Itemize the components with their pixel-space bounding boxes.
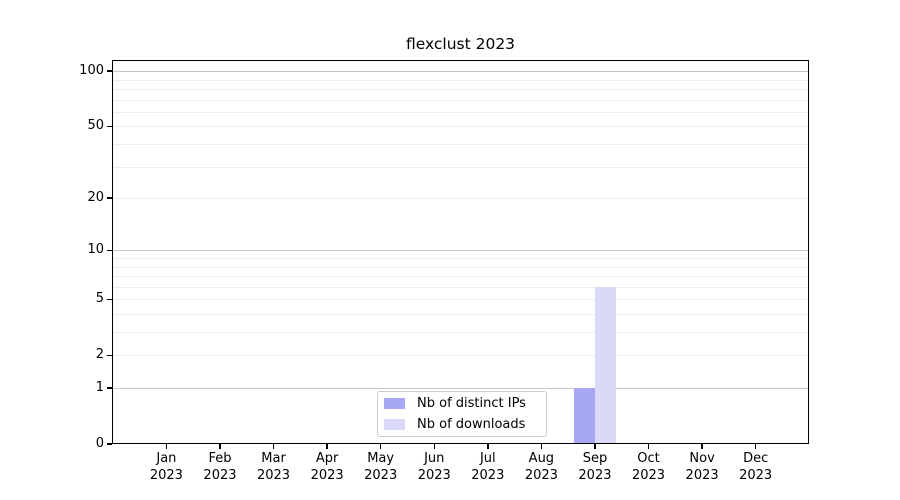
chart-title: flexclust 2023 (405, 35, 516, 53)
legend-label: Nb of distinct IPs (417, 396, 526, 411)
x-tick-label-line: 2023 (739, 467, 773, 483)
x-tick (272, 444, 275, 449)
x-tick (594, 444, 596, 449)
gridline-minor (113, 166, 808, 168)
legend: Nb of distinct IPs Nb of downloads (377, 391, 547, 437)
gridline-minor (113, 332, 808, 333)
y-tick-label: 50 (87, 118, 104, 134)
y-tick-label: 5 (95, 291, 104, 307)
x-tick-label-line: Mar (261, 451, 286, 466)
bar-nb-of-distinct-ips (573, 388, 595, 444)
x-tick-label-line: Feb (208, 451, 232, 466)
y-tick-label: 20 (87, 190, 104, 206)
gridline-minor (113, 198, 808, 200)
y-tick (107, 197, 112, 199)
x-tick-label: Jun 2023 (403, 451, 465, 484)
x-tick (379, 444, 382, 449)
legend-swatch (384, 419, 405, 430)
x-tick-label: Oct 2023 (618, 451, 680, 484)
gridline-minor (113, 144, 808, 145)
x-tick-label-line: 2023 (417, 467, 451, 483)
legend-swatch (384, 398, 405, 409)
x-tick-label: Aug 2023 (510, 451, 572, 484)
x-tick-label-line: 2023 (578, 467, 612, 483)
x-tick (487, 444, 489, 449)
gridline-minor (113, 79, 808, 81)
x-tick-label-line: Dec (743, 451, 769, 466)
gridline-minor (113, 276, 808, 278)
x-tick-label-line: 2023 (524, 467, 558, 483)
y-tick (107, 298, 112, 300)
gridline-major (113, 250, 808, 252)
x-tick-label-line: Jan (156, 451, 177, 466)
x-tick-label-line: 2023 (364, 467, 398, 483)
x-tick-label: Jul 2023 (457, 451, 519, 484)
y-tick (107, 354, 112, 356)
x-tick-label-line: 2023 (685, 467, 719, 483)
gridline-minor (113, 266, 808, 268)
x-tick-label: Nov 2023 (671, 451, 733, 484)
gridline-minor (113, 99, 808, 101)
x-tick-label-line: Jul (479, 451, 496, 466)
x-tick-label: Apr 2023 (296, 451, 358, 484)
y-tick (107, 249, 112, 251)
x-tick-label-line: Aug (528, 451, 555, 466)
gridline-major (113, 388, 808, 389)
y-tick-label: 0 (95, 436, 104, 451)
x-tick-label-line: 2023 (631, 467, 666, 483)
x-tick (326, 444, 328, 449)
x-tick (540, 444, 543, 449)
gridline-minor (113, 313, 808, 315)
gridline-minor (113, 126, 808, 128)
legend-item: Nb of distinct IPs (384, 393, 546, 414)
y-tick-label: 10 (87, 242, 104, 258)
x-tick-label: Jan 2023 (135, 451, 197, 484)
x-tick (433, 444, 435, 449)
gridline-minor (113, 286, 808, 288)
x-tick-label-line: 2023 (149, 467, 183, 483)
y-tick (107, 70, 112, 72)
x-tick-label-line: 2023 (310, 467, 344, 483)
x-tick-label: Feb 2023 (189, 451, 251, 484)
y-tick-label: 100 (79, 63, 104, 79)
gridline-minor (113, 355, 808, 357)
x-tick-label-line: Sep (582, 451, 608, 466)
y-tick (107, 125, 112, 128)
x-tick-label-line: Oct (637, 451, 660, 466)
x-tick-label: Sep 2023 (564, 451, 626, 484)
bar-nb-of-downloads (594, 286, 617, 444)
x-tick (754, 444, 757, 449)
x-tick-label-line: 2023 (256, 467, 291, 483)
x-tick (647, 444, 650, 449)
x-tick-label-line: 2023 (203, 467, 237, 483)
gridline-minor (113, 257, 808, 259)
x-tick-label-line: Jun (424, 451, 445, 466)
x-tick-label-line: Apr (315, 451, 339, 466)
x-tick-label-line: May (367, 451, 395, 466)
y-tick (107, 443, 112, 445)
x-tick-label-line: 2023 (471, 467, 505, 483)
gridline-minor (113, 89, 808, 90)
gridline-minor (113, 111, 808, 113)
x-tick (701, 444, 703, 449)
y-tick-label: 2 (95, 347, 104, 363)
x-tick-label: Dec 2023 (725, 451, 787, 484)
x-tick (219, 444, 221, 449)
y-tick (107, 387, 112, 389)
x-tick-label-line: Nov (689, 451, 715, 466)
x-tick-label: Mar 2023 (243, 451, 305, 484)
x-tick (165, 444, 168, 449)
y-tick-label: 1 (95, 380, 104, 395)
gridline-major (113, 71, 808, 73)
plot-frame (112, 60, 809, 444)
x-tick-label: May 2023 (350, 451, 412, 484)
gridline-minor (113, 299, 808, 301)
legend-item: Nb of downloads (384, 414, 546, 435)
legend-label: Nb of downloads (417, 417, 526, 432)
